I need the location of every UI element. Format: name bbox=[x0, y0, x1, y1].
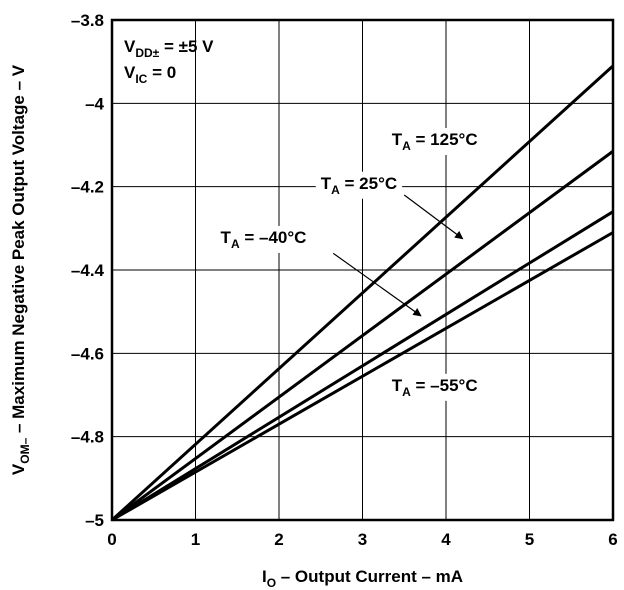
y-tick-label: –5 bbox=[85, 511, 104, 530]
condition-label: VIC = 0 bbox=[124, 63, 176, 86]
annotation-arrow bbox=[332, 252, 422, 317]
y-tick-label: –3.8 bbox=[71, 11, 104, 30]
annotation-arrow bbox=[403, 194, 464, 240]
y-tick-label: –4.4 bbox=[71, 261, 105, 280]
annotation-backdrop bbox=[315, 171, 403, 199]
annotations: TA = 125°C TA = 25°C TA = –40°C TA = –55°C bbox=[215, 128, 483, 401]
x-tick-label: 0 bbox=[107, 530, 116, 549]
x-tick-label: 4 bbox=[441, 530, 451, 549]
x-tick-label: 5 bbox=[525, 530, 534, 549]
y-tick-label: –4.2 bbox=[71, 178, 104, 197]
y-tick-label: –4.6 bbox=[71, 344, 104, 363]
conditions-note: VDD± = ±5 V VIC = 0 bbox=[124, 37, 214, 86]
condition-label: VDD± = ±5 V bbox=[124, 37, 214, 60]
annotation-backdrop bbox=[215, 225, 312, 253]
series-line bbox=[110, 64, 615, 522]
series-label: TA = 25°C bbox=[321, 174, 397, 197]
gridlines bbox=[111, 19, 614, 521]
x-tick-label: 6 bbox=[608, 530, 617, 549]
series-line bbox=[111, 210, 614, 522]
y-tick-label: –4.8 bbox=[71, 428, 104, 447]
series-line bbox=[111, 231, 614, 522]
series-lines bbox=[110, 64, 615, 522]
series-label: TA = –40°C bbox=[221, 228, 307, 251]
annotation-backdrop bbox=[386, 373, 483, 401]
y-tick-labels: –3.8 –4 –4.2 –4.4 –4.6 –4.8 –5 bbox=[71, 11, 105, 530]
series-label: TA = 125°C bbox=[392, 130, 478, 153]
x-tick-label: 2 bbox=[274, 530, 283, 549]
x-tick-labels: 0 1 2 3 4 5 6 bbox=[107, 530, 617, 549]
x-axis-label: IO – Output Current – mA bbox=[262, 567, 463, 590]
series-label: TA = –55°C bbox=[392, 376, 478, 399]
x-tick-label: 3 bbox=[358, 530, 367, 549]
plot-frame bbox=[110, 18, 615, 522]
y-tick-label: –4 bbox=[85, 94, 104, 113]
annotation-backdrop bbox=[386, 128, 483, 155]
x-tick-label: 1 bbox=[191, 530, 200, 549]
series-line bbox=[111, 150, 614, 522]
y-axis-label: VOM– – Maximum Negative Peak Output Volt… bbox=[9, 64, 32, 475]
